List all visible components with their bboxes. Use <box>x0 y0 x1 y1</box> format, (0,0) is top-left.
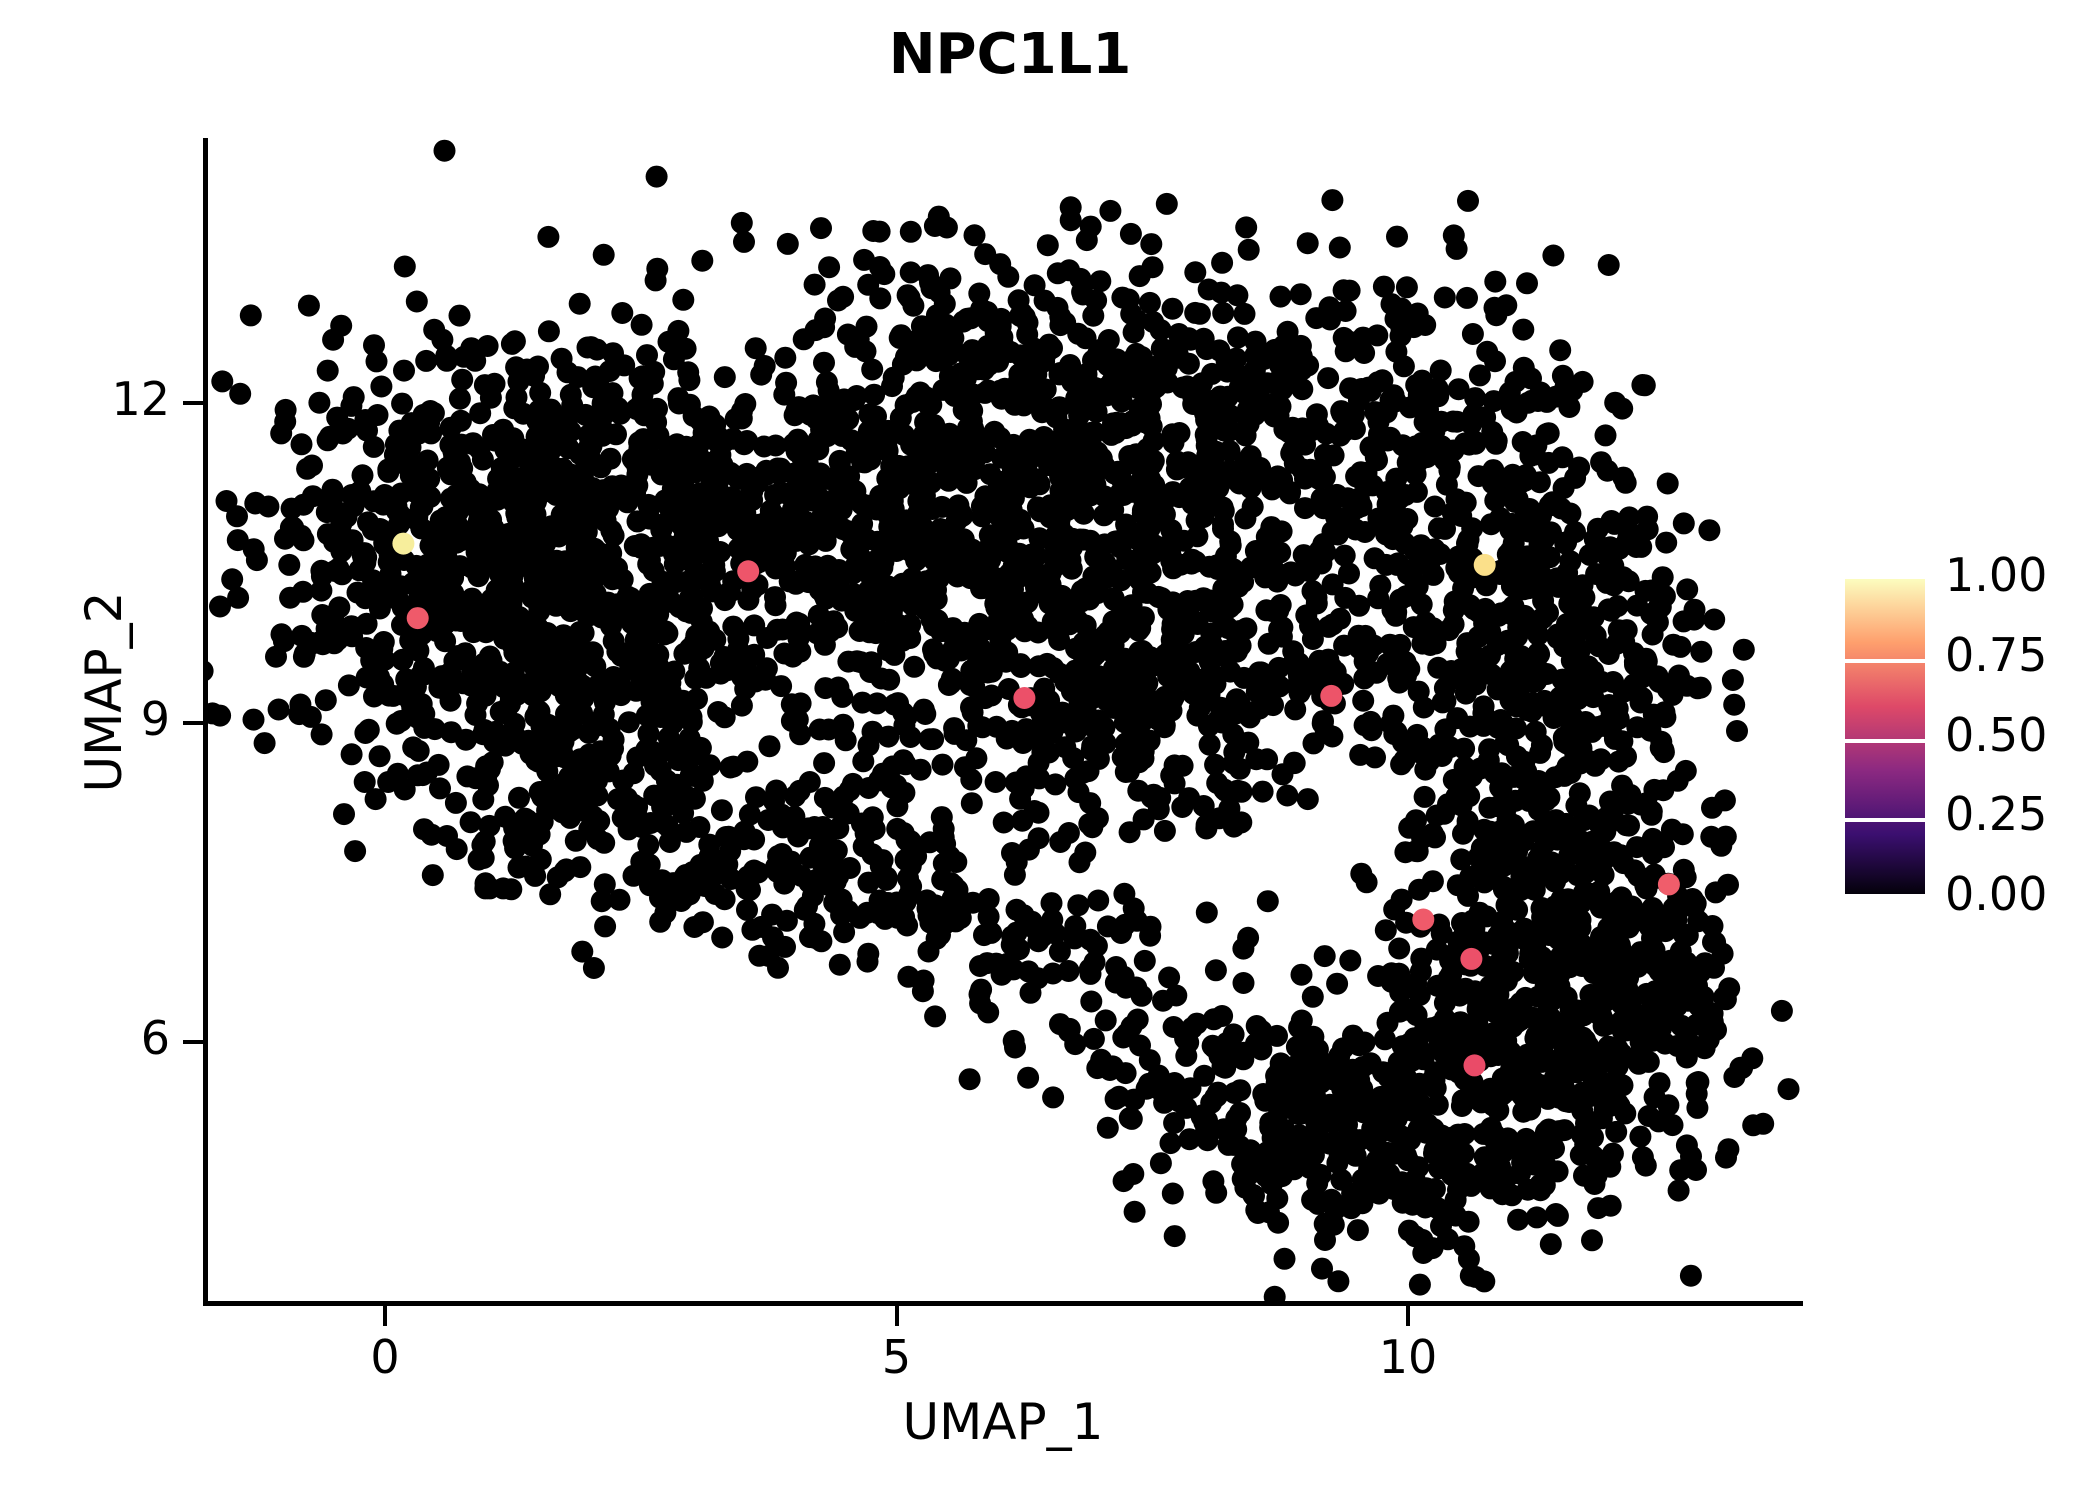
y-tick-label: 12 <box>111 372 170 426</box>
y-tick-label: 6 <box>140 1011 170 1065</box>
x-tick-mark <box>383 1306 387 1326</box>
x-tick-label: 10 <box>1378 1330 1438 1384</box>
y-axis-label: UMAP_2 <box>75 591 133 793</box>
x-axis-line <box>203 1301 1803 1306</box>
colorbar-tick-label: 1.00 <box>1945 548 2048 602</box>
colorbar-tick-mark <box>1845 818 1925 823</box>
colorbar-tick-mark <box>1845 894 1925 898</box>
x-axis-label: UMAP_1 <box>902 1393 1104 1451</box>
page-title: NPC1L1 <box>888 22 1132 87</box>
y-tick-label: 9 <box>140 691 170 746</box>
zero-expression-points <box>205 139 1800 1303</box>
y-tick-mark <box>183 1040 203 1044</box>
scatter-points-svg <box>205 139 1800 1303</box>
x-tick-label: 0 <box>370 1330 400 1384</box>
colorbar-tick-label: 0.75 <box>1945 627 2048 682</box>
y-tick-mark <box>183 401 203 405</box>
colorbar-tick-label: 0.25 <box>1945 787 2048 842</box>
colorbar[interactable]: 1.00 0.75 0.50 0.25 0.00 <box>1845 548 2085 921</box>
x-tick-mark <box>1406 1306 1410 1326</box>
colorbar-tick-label: 0.50 <box>1945 707 2048 762</box>
colorbar-tick-mark <box>1845 658 1925 663</box>
colorbar-tick-mark <box>1845 738 1925 743</box>
x-tick-mark <box>894 1306 899 1326</box>
colorbar-tick-label: 0.00 <box>1945 867 2048 921</box>
y-tick-mark <box>183 720 203 725</box>
y-axis-line <box>203 138 208 1306</box>
x-tick-label: 5 <box>881 1330 912 1384</box>
scatter-plot-area[interactable] <box>205 138 1805 1303</box>
expressing-points <box>392 532 1680 1077</box>
